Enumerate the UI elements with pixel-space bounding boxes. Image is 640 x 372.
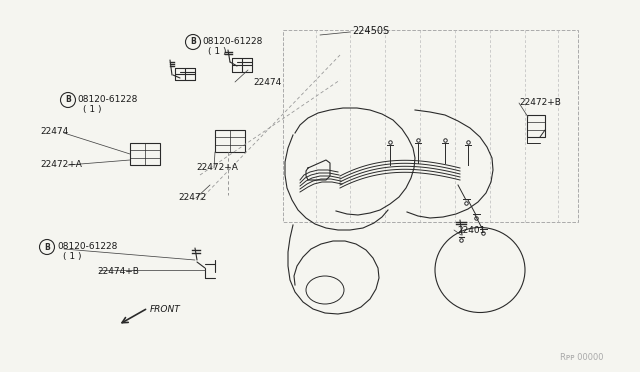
Bar	[283, 30, 578, 222]
Bar	[130, 143, 160, 165]
Text: 22472+A: 22472+A	[196, 163, 238, 172]
Text: 22474: 22474	[253, 78, 281, 87]
Text: B: B	[65, 96, 71, 105]
Text: 22474: 22474	[40, 127, 68, 136]
Text: ( 1 ): ( 1 )	[208, 47, 227, 56]
Text: 22472+B: 22472+B	[519, 98, 561, 107]
Text: ( 1 ): ( 1 )	[83, 105, 102, 114]
Text: B: B	[190, 38, 196, 46]
Text: ( 1 ): ( 1 )	[63, 252, 81, 261]
Bar	[215, 130, 245, 152]
Text: B: B	[44, 243, 50, 251]
Text: 22472+A: 22472+A	[40, 160, 82, 169]
Text: 08120-61228: 08120-61228	[57, 242, 117, 251]
Text: 08120-61228: 08120-61228	[202, 37, 262, 46]
Text: 22450S: 22450S	[352, 26, 389, 36]
Text: 22474+B: 22474+B	[97, 267, 139, 276]
Text: Rᴘᴘ 00000: Rᴘᴘ 00000	[560, 353, 604, 362]
Text: 08120-61228: 08120-61228	[77, 95, 138, 104]
Text: FRONT: FRONT	[150, 305, 180, 314]
Text: 22472: 22472	[178, 193, 206, 202]
Text: 22401: 22401	[457, 226, 485, 235]
Bar	[527, 115, 545, 137]
